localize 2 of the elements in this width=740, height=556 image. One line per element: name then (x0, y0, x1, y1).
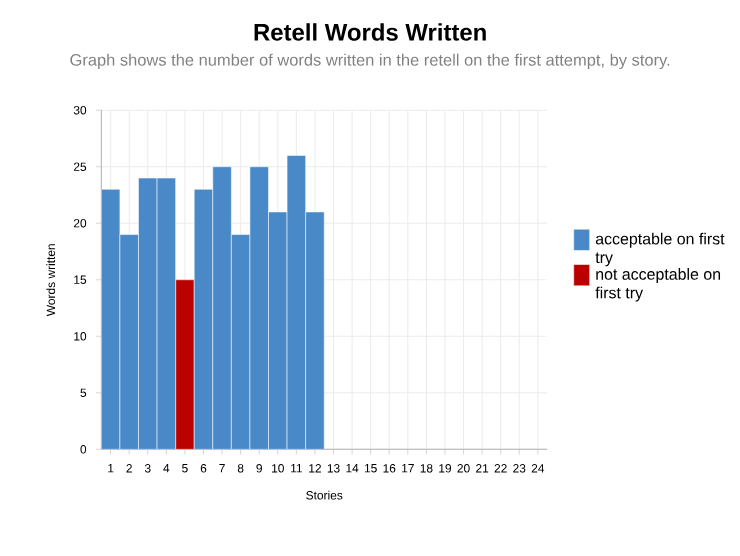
chart-subtitle: Graph shows the number of words written in the retell on the first attempt, by story. (70, 53, 670, 69)
chart-title: Retell Words Written (254, 23, 486, 41)
